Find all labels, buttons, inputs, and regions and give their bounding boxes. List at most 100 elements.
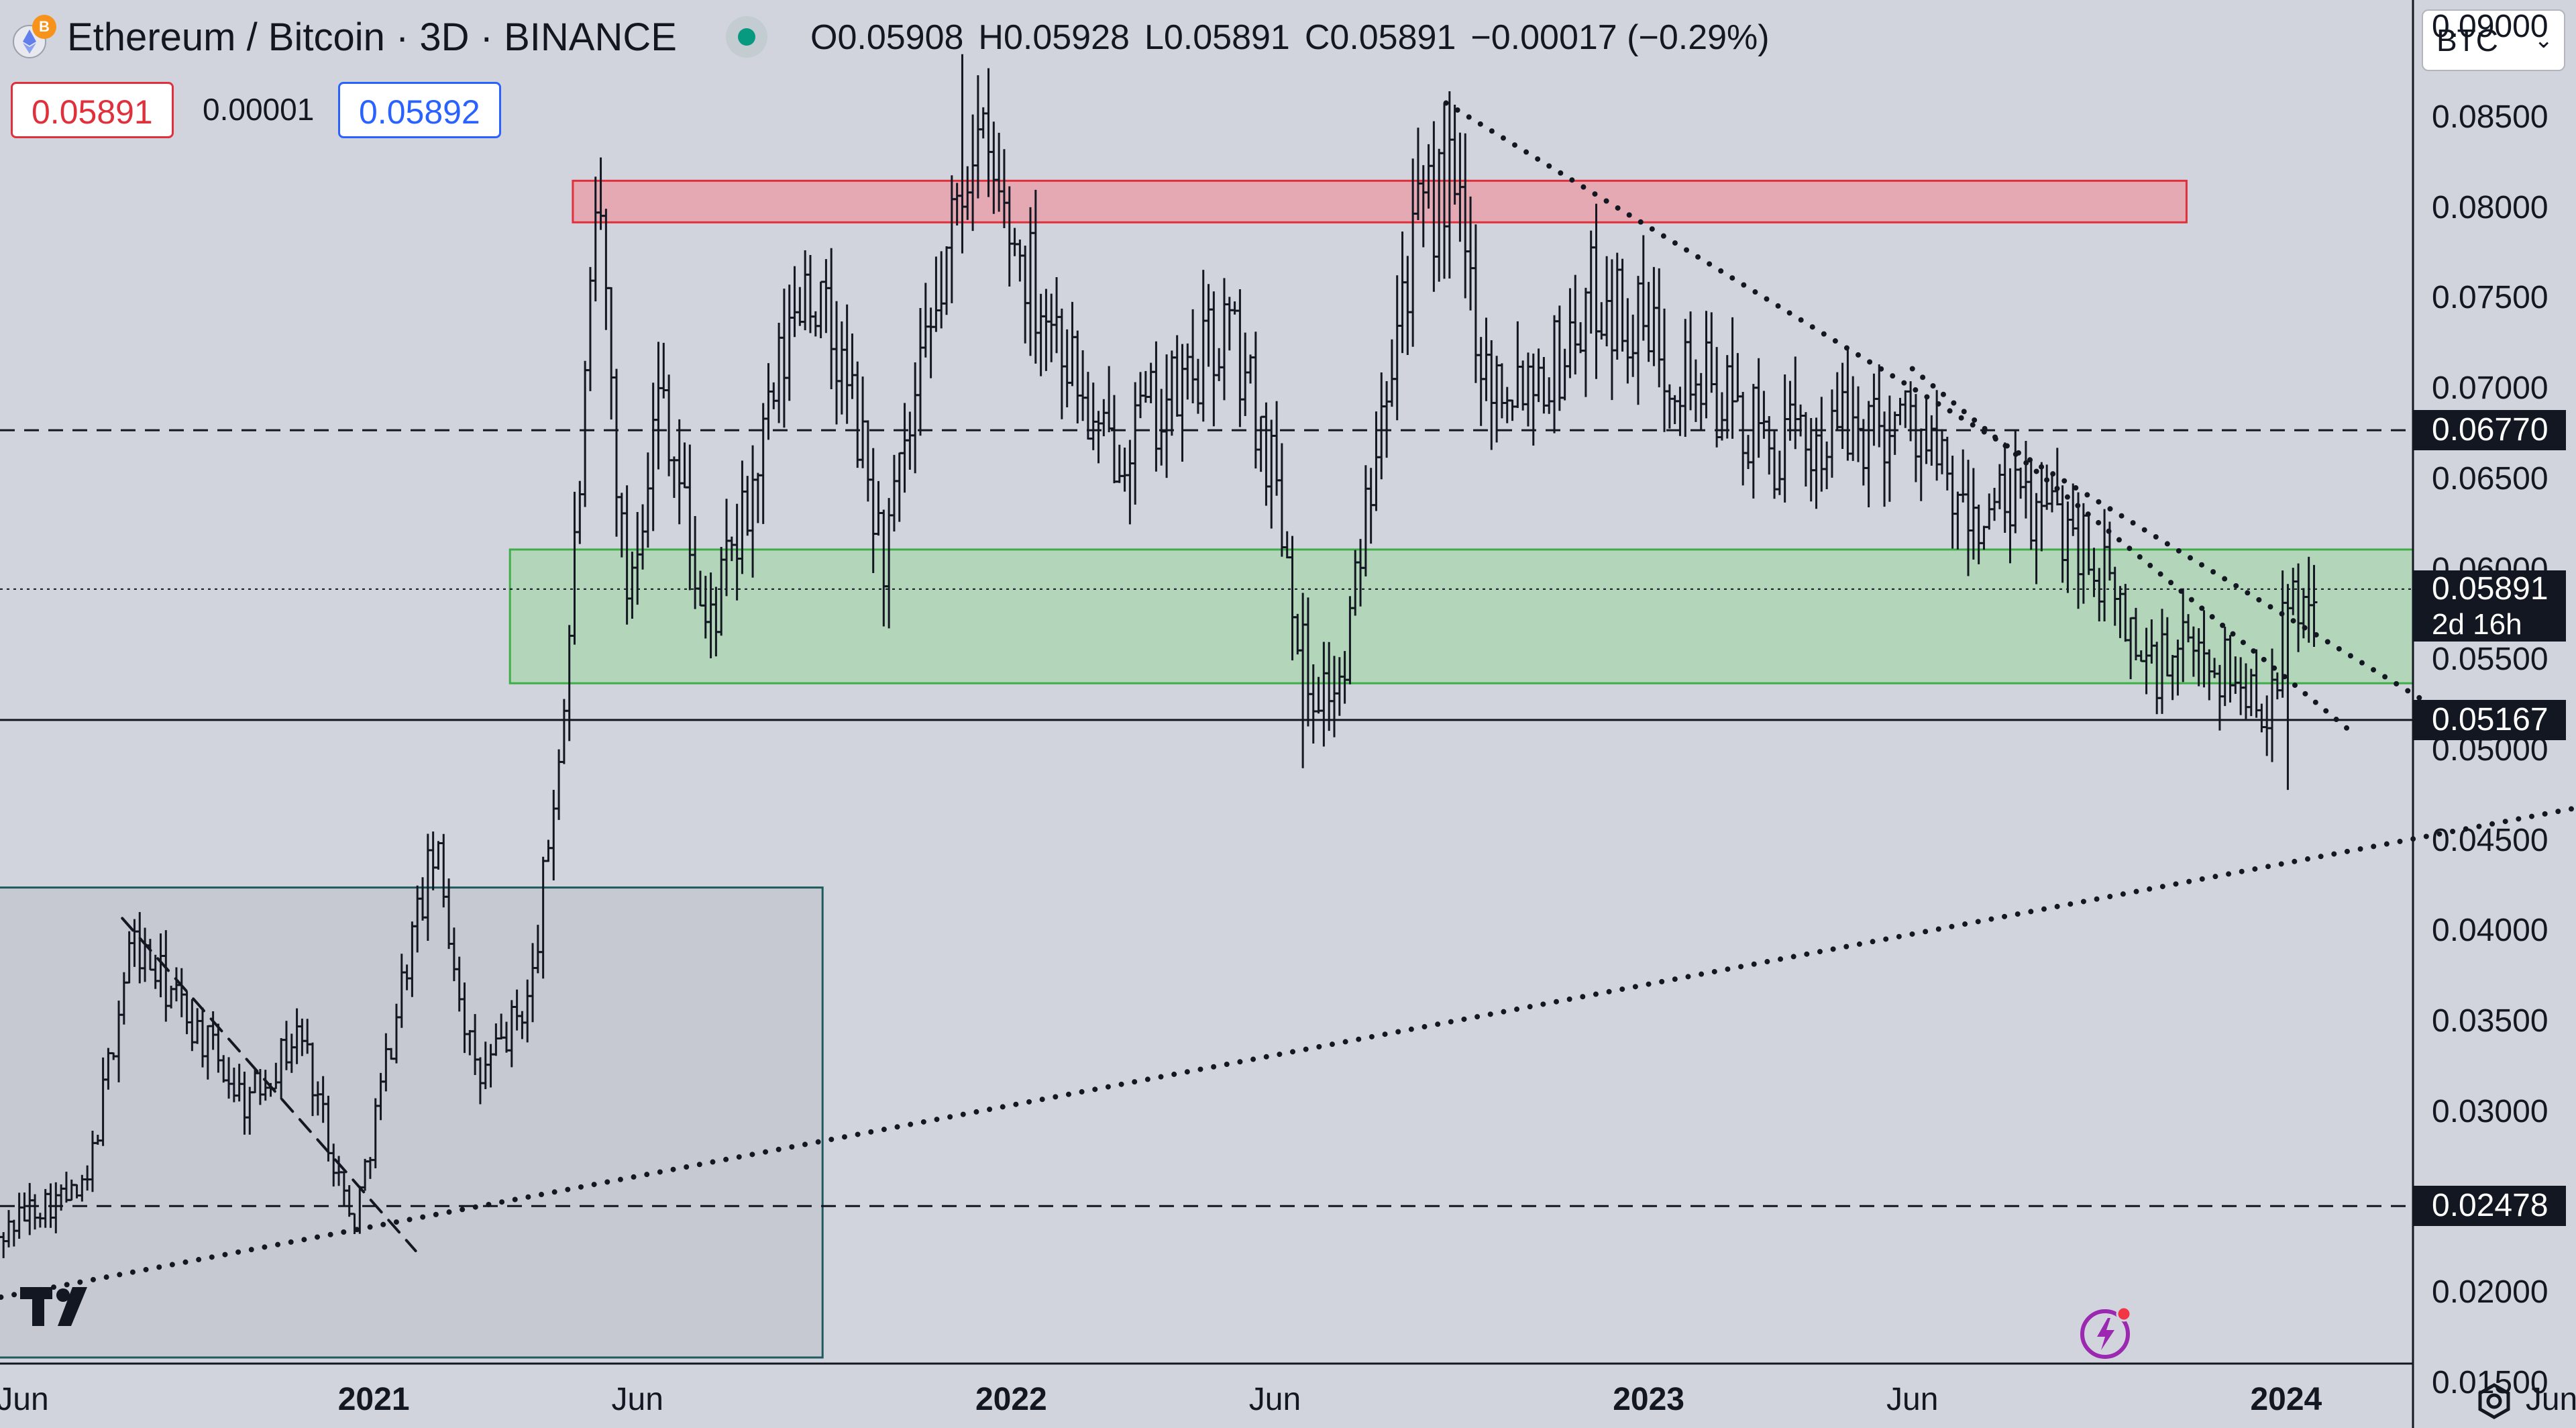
price-tick-label: 0.08000 <box>2432 189 2548 225</box>
candle <box>1263 402 1270 506</box>
candle <box>1551 315 1558 434</box>
chevron-down-icon: ⌄ <box>2534 28 2554 53</box>
candle <box>435 841 442 870</box>
lines-layer <box>0 100 2576 1300</box>
candle <box>2001 442 2008 533</box>
candle <box>582 360 589 507</box>
candle <box>1954 491 1962 550</box>
candle <box>1152 341 1160 472</box>
candle <box>1766 416 1773 475</box>
candle <box>1383 381 1391 458</box>
candle <box>1472 224 1479 383</box>
currency-select[interactable]: BTC ⌄ <box>2422 9 2565 71</box>
candle <box>1524 352 1532 427</box>
candle <box>1624 298 1631 384</box>
candle <box>1839 362 1846 450</box>
candle <box>1818 397 1825 492</box>
candle <box>927 307 934 378</box>
candle <box>1399 232 1406 354</box>
candle <box>1844 348 1851 461</box>
candle <box>1236 289 1244 427</box>
candle <box>655 342 662 470</box>
candle <box>1870 373 1878 446</box>
candle <box>828 248 835 389</box>
candle <box>786 285 793 401</box>
candle <box>1194 358 1201 414</box>
candle <box>1179 344 1186 462</box>
candle <box>1996 464 2003 509</box>
level-label-low: 0.02478 <box>2413 1186 2566 1227</box>
candle <box>1986 493 1993 530</box>
current-price-label: 0.05891 2d 16h <box>2413 570 2566 642</box>
candle <box>1634 276 1642 405</box>
candle <box>901 403 908 493</box>
candle <box>1828 389 1835 478</box>
candle <box>1797 404 1805 437</box>
candle <box>1949 455 1956 549</box>
time-tick-label: Jun <box>1248 1382 1301 1417</box>
candle <box>1650 266 1658 366</box>
candle <box>429 831 437 890</box>
candle <box>1247 354 1254 384</box>
candle <box>1566 288 1574 378</box>
candle <box>1786 380 1794 441</box>
candle <box>1896 397 1904 425</box>
candle <box>791 266 798 338</box>
candle <box>1022 245 1029 344</box>
level-label-support: 0.05167 <box>2413 699 2566 740</box>
candle <box>586 266 594 391</box>
candle <box>843 304 851 424</box>
time-tick-label: 2021 <box>337 1382 410 1417</box>
candle <box>1027 207 1034 356</box>
market-status-icon[interactable] <box>726 16 767 58</box>
candle <box>938 251 945 329</box>
time-tick-label: Jun <box>2525 1382 2576 1417</box>
candle <box>1173 335 1181 417</box>
candle <box>1184 343 1191 400</box>
candle <box>1069 301 1076 387</box>
candle <box>1671 395 1678 425</box>
settings-gear-icon[interactable] <box>2474 1381 2514 1421</box>
tradingview-logo-icon[interactable] <box>16 1280 103 1334</box>
ohlc-readout: O0.05908 H0.05928 L0.05891 C0.05891 −0.00017… <box>810 17 1784 58</box>
candle <box>1147 362 1155 403</box>
candle <box>1855 386 1862 462</box>
candle <box>1205 284 1212 367</box>
candle <box>822 259 830 334</box>
price-tick-label: 0.09000 <box>2432 9 2548 45</box>
candle <box>1980 525 1988 550</box>
price-tick-label: 0.03500 <box>2432 1003 2548 1039</box>
candle <box>1498 363 1505 419</box>
trendline-4 <box>121 917 417 1253</box>
price-tick-label: 0.07500 <box>2432 280 2548 316</box>
candle <box>576 480 584 544</box>
buy-button[interactable]: 0.05892 <box>338 82 501 138</box>
candle <box>1210 291 1218 427</box>
candle <box>676 419 683 525</box>
candle <box>1943 436 1951 491</box>
currency-value: BTC <box>2436 23 2498 58</box>
candle <box>1813 417 1820 509</box>
time-tick-label: 2023 <box>1613 1382 1684 1417</box>
trendline-3 <box>1909 366 2350 731</box>
candle <box>1477 337 1485 426</box>
candle <box>1912 394 1919 482</box>
candle <box>932 256 940 332</box>
candle <box>1876 364 1883 448</box>
open-value: O0.05908 <box>810 18 964 57</box>
candle <box>602 209 610 330</box>
candle <box>1378 372 1385 480</box>
candle <box>1608 259 1615 401</box>
candle <box>1619 258 1626 352</box>
candle <box>1529 353 1537 446</box>
candle <box>1556 305 1563 411</box>
candle <box>2027 461 2035 550</box>
candle <box>1776 450 1783 495</box>
candle <box>545 839 552 862</box>
candle <box>1928 415 1935 466</box>
symbol-title[interactable]: Ethereum / Bitcoin · 3D · BINANCE <box>67 15 677 59</box>
sell-button[interactable]: 0.05891 <box>11 82 174 138</box>
price-tick-label: 0.04500 <box>2432 822 2548 858</box>
lightning-icon[interactable] <box>2077 1302 2137 1362</box>
